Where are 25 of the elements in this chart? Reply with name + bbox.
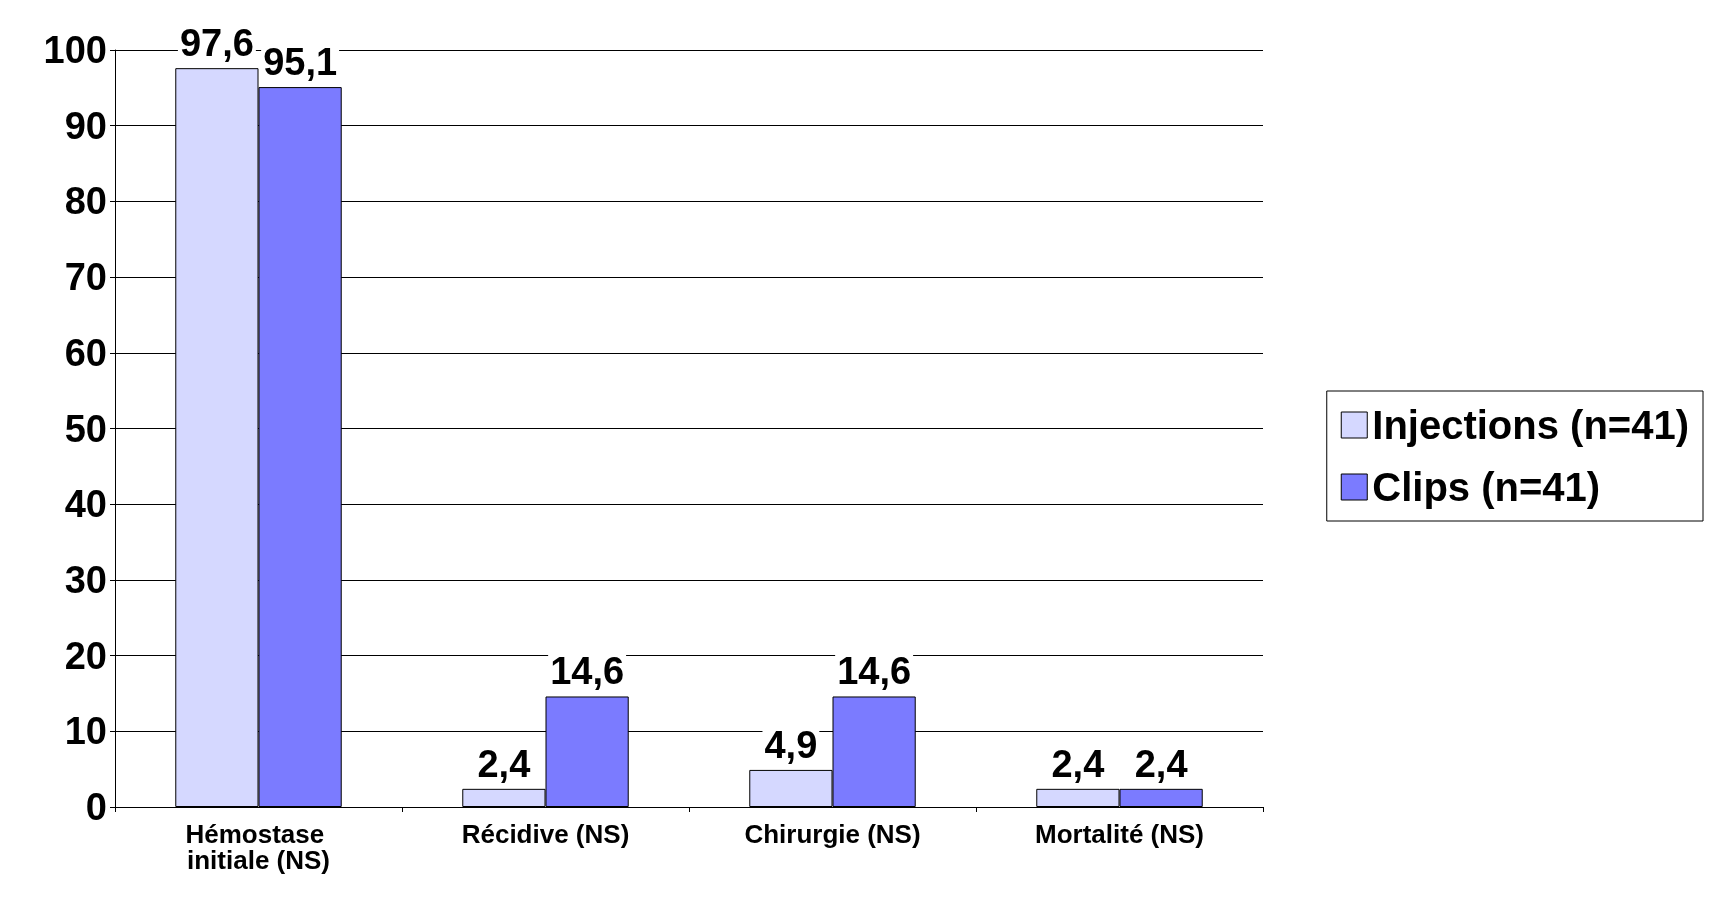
y-tick-label: 50 [64,407,107,450]
data-label: 14,6 [837,650,912,693]
y-tick-label: 10 [64,710,107,753]
data-label: 97,6 [179,22,254,65]
data-label: 4,9 [764,723,818,766]
y-tick-label: 30 [64,558,107,601]
y-tick-label: 0 [85,786,107,828]
y-tick-label: 60 [64,331,107,374]
y-tick-label: 70 [64,256,107,299]
y-tick-label: 100 [43,29,107,71]
legend-label: Clips (n=41) [1372,465,1601,509]
x-tick-label: Récidive (NS) [461,819,630,849]
data-label: 2,4 [477,742,531,785]
y-tick-label: 80 [64,180,107,223]
legend-label: Injections (n=41) [1372,403,1690,447]
data-label: 95,1 [263,41,338,84]
x-tick-label: Chirurgie (NS) [744,819,921,849]
data-label: 2,4 [1134,742,1188,785]
data-label: 2,4 [1051,742,1105,785]
x-tick-label: Hémostase initiale (NS) [185,819,332,875]
y-tick-label: 20 [64,634,107,677]
x-tick-label: Mortalité (NS) [1035,819,1204,849]
y-tick-label: 90 [64,104,107,147]
data-label: 14,6 [550,650,625,693]
y-tick-label: 40 [64,483,107,526]
